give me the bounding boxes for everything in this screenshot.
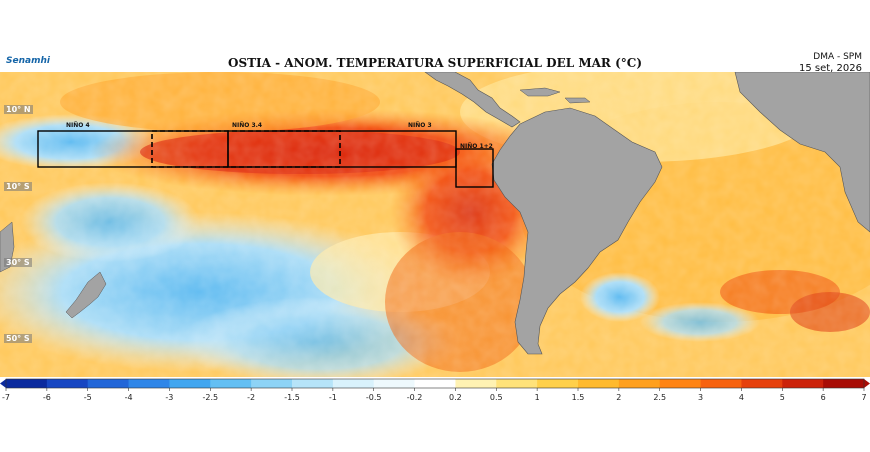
latitude-label-10s: 10° S (4, 182, 32, 191)
map-canvas: NIÑO 4 NIÑO 3.4 NIÑO 3 NIÑO 1+2 (0, 72, 870, 377)
south-america-landmass (491, 107, 663, 355)
colorbar-swatch (6, 379, 48, 388)
colorbar-swatch (169, 379, 211, 388)
colorbar-swatch (659, 379, 702, 388)
colorbar-swatch (823, 379, 865, 388)
colorbar-swatch (46, 379, 89, 388)
colorbar-canvas: -7 -6 -5 -4 -3 -2.5 -2 -1.5 -1 -0.5 -0.2 0.2 0.5 1 1.5… (0, 378, 870, 402)
colorbar-swatch (618, 379, 661, 388)
colorbar-tick-label: -1 (329, 393, 337, 402)
colorbar-tick-label: 2.5 (653, 393, 666, 402)
colorbar-min-arrow (0, 379, 6, 388)
africa-landmass (734, 72, 870, 233)
colorbar: -7 -6 -5 -4 -3 -2.5 -2 -1.5 -1 -0.5 -0.2 0.2 0.5 1 1.5… (0, 377, 870, 411)
map-title: OSTIA - ANOM. TEMPERATURA SUPERFICIAL DE… (227, 56, 642, 70)
colorbar-swatch (700, 379, 742, 388)
nino-regions: NIÑO 4 NIÑO 3.4 NIÑO 3 NIÑO 1+2 (37, 122, 494, 188)
latitude-label-30s: 30° S (4, 258, 32, 267)
nino-1-2-box (455, 148, 494, 188)
new-zealand-landmass (65, 271, 107, 319)
colorbar-tick-label: -6 (43, 393, 51, 402)
colorbar-swatch (578, 379, 620, 388)
colorbar-swatch (496, 379, 538, 388)
colorbar-tick-label: -3 (165, 393, 173, 402)
colorbar-tick-label: -0.2 (407, 393, 423, 402)
colorbar-swatch (210, 379, 252, 388)
nino-4-label: NIÑO 4 (66, 122, 90, 129)
colorbar-tick-label: 5 (780, 393, 785, 402)
colorbar-tick-label: -4 (125, 393, 133, 402)
colorbar-tick-label: -7 (2, 393, 10, 402)
colorbar-tick-label: 3 (698, 393, 703, 402)
colorbar-swatch (251, 379, 293, 388)
map-metadata: DMA - SPM 15 set, 2026 (799, 52, 862, 74)
colorbar-swatch (455, 379, 497, 388)
colorbar-tick-label: -2.5 (202, 393, 218, 402)
colorbar-swatch (128, 379, 170, 388)
colorbar-swatch (87, 379, 130, 388)
nino-3-4-label: NIÑO 3.4 (232, 122, 262, 129)
colorbar-tick-label: -2 (247, 393, 255, 402)
colorbar-tick-label: 2 (616, 393, 621, 402)
colorbar-swatch (414, 379, 456, 388)
senamhi-logo: Senamhi (6, 56, 50, 66)
latitude-label-10n: 10° N (4, 105, 33, 114)
colorbar-swatch (373, 379, 416, 388)
colorbar-swatch (332, 379, 375, 388)
colorbar-max-arrow (864, 379, 870, 388)
colorbar-swatch (537, 379, 579, 388)
nino-1-2-label: NIÑO 1+2 (460, 143, 493, 150)
nino-3-label: NIÑO 3 (408, 122, 432, 129)
colorbar-tick-label: 0.5 (490, 393, 503, 402)
colorbar-tick-label: 1 (535, 393, 540, 402)
latitude-label-50s: 50° S (4, 334, 32, 343)
source-label: DMA - SPM (813, 52, 862, 62)
colorbar-tick-label: -1.5 (284, 393, 300, 402)
central-america-landmass (424, 72, 521, 128)
date-label: 15 set, 2026 (799, 63, 862, 74)
colorbar-tick-label: 6 (821, 393, 826, 402)
colorbar-tick-label: 4 (739, 393, 744, 402)
colorbar-tick-label: 7 (861, 393, 866, 402)
colorbar-swatch (782, 379, 824, 388)
sst-anomaly-map: NIÑO 4 NIÑO 3.4 NIÑO 3 NIÑO 1+2 10° N 10… (0, 72, 870, 377)
colorbar-tick-label: 1.5 (572, 393, 585, 402)
colorbar-tick-label: -0.5 (366, 393, 382, 402)
colorbar-tick-label: -5 (84, 393, 92, 402)
colorbar-swatch (741, 379, 783, 388)
colorbar-tick-label: 0.2 (449, 393, 462, 402)
colorbar-swatch (292, 379, 334, 388)
